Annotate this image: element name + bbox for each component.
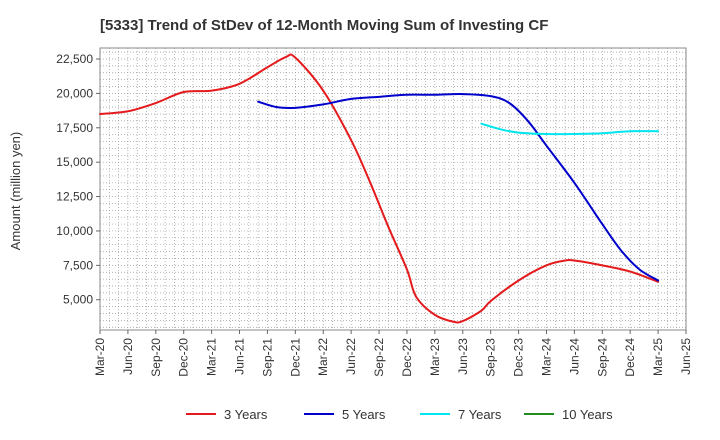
x-tick-label: Sep-21 <box>260 338 274 377</box>
legend-label-5-years: 5 Years <box>342 407 386 422</box>
x-tick-label: Jun-25 <box>679 338 693 375</box>
x-tick-label: Dec-20 <box>177 338 191 377</box>
x-tick-label: Sep-22 <box>372 338 386 377</box>
series-line-3-years <box>99 53 660 324</box>
x-axis-ticks: Mar-20 Jun-20 Sep-20 Dec-20 Mar-21 Jun-21 Sep-… <box>93 330 693 377</box>
x-tick-label: Mar-22 <box>316 338 330 376</box>
x-tick-label: Jun-24 <box>567 338 581 375</box>
chart-title: [5333] Trend of StDev of 12-Month Moving… <box>100 17 548 34</box>
y-tick-label: 20,000 <box>56 86 93 100</box>
y-tick-label: 12,500 <box>56 190 93 204</box>
x-tick-label: Mar-24 <box>539 338 553 376</box>
y-tick-label: 17,500 <box>56 121 93 135</box>
x-tick-label: Jun-23 <box>456 338 470 375</box>
y-tick-label: 10,000 <box>56 224 93 238</box>
legend-label-3-years: 3 Years <box>224 407 268 422</box>
x-tick-label: Mar-20 <box>93 338 107 376</box>
y-axis-label: Amount (million yen) <box>8 132 23 251</box>
x-tick-label: Dec-23 <box>512 338 526 377</box>
y-tick-label: 22,500 <box>56 52 93 66</box>
y-axis-ticks: 5,000 7,500 10,000 12,500 15,000 17,500 20,000… <box>56 52 100 307</box>
x-tick-label: Mar-23 <box>428 338 442 376</box>
y-tick-label: 7,500 <box>63 258 93 272</box>
x-tick-label: Sep-23 <box>484 338 498 377</box>
x-tick-label: Sep-24 <box>595 338 609 377</box>
y-tick-label: 15,000 <box>56 155 93 169</box>
x-tick-label: Jun-22 <box>344 338 358 375</box>
legend-label-7-years: 7 Years <box>458 407 502 422</box>
series-line-7-years <box>480 122 660 136</box>
x-tick-label: Mar-21 <box>205 338 219 376</box>
x-tick-label: Jun-21 <box>233 338 247 375</box>
series-lines <box>99 53 660 324</box>
y-tick-label: 5,000 <box>63 293 93 307</box>
x-tick-label: Dec-24 <box>623 338 637 377</box>
legend-label-10-years: 10 Years <box>562 407 613 422</box>
grid <box>99 48 687 330</box>
x-tick-label: Sep-20 <box>149 338 163 377</box>
series-line-5-years <box>257 93 660 282</box>
x-tick-label: Mar-25 <box>651 338 665 376</box>
legend: 3 Years 5 Years 7 Years 10 Years <box>186 407 613 422</box>
x-tick-label: Dec-22 <box>400 338 414 377</box>
x-tick-label: Jun-20 <box>121 338 135 375</box>
plot-area <box>99 47 687 331</box>
x-tick-label: Dec-21 <box>288 338 302 377</box>
